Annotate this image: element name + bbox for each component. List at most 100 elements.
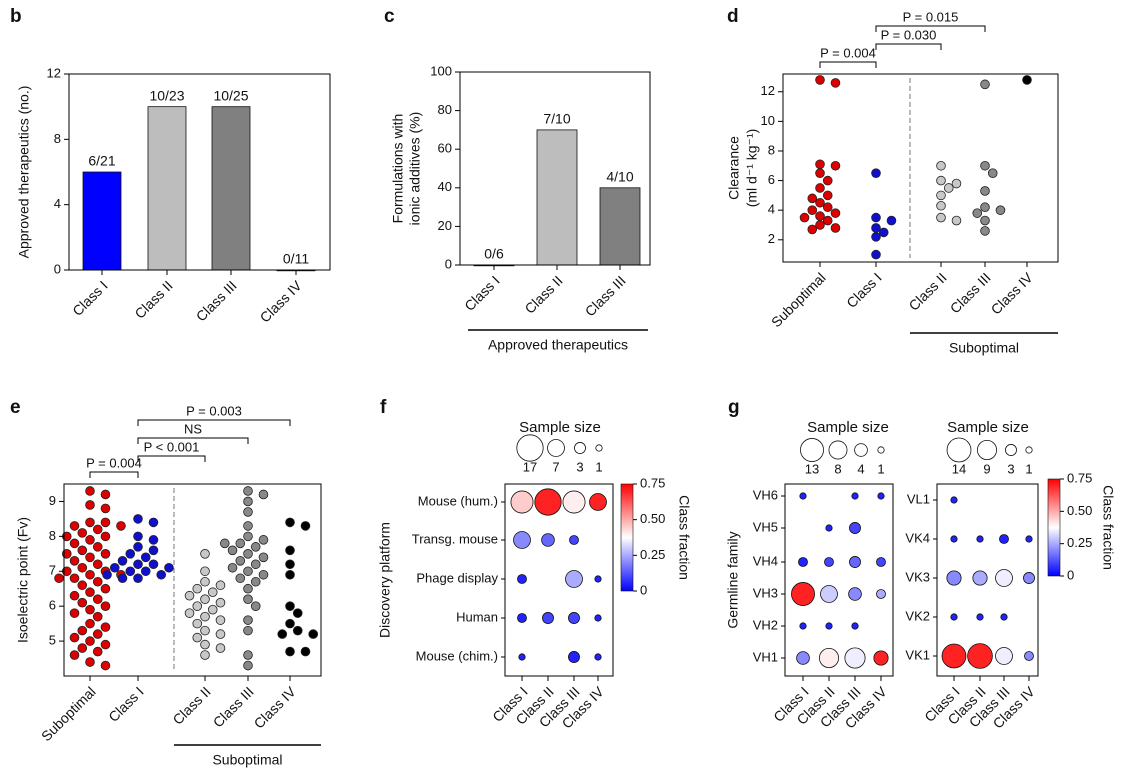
- size-legend-circle: [800, 438, 824, 462]
- data-point: [936, 160, 946, 171]
- row-label: VK3: [905, 569, 930, 584]
- data-point: [100, 503, 111, 514]
- bubble: [799, 492, 807, 500]
- data-point: [822, 202, 833, 213]
- data-point: [972, 208, 983, 218]
- data-point: [100, 601, 111, 611]
- data-point: [77, 597, 88, 608]
- row-label: Phage display: [416, 570, 498, 585]
- panel-label: b: [10, 6, 22, 27]
- group-label: Suboptimal: [212, 752, 282, 768]
- colorbar-tick-label: 0.25: [640, 547, 665, 562]
- data-point: [69, 521, 80, 531]
- data-point: [285, 601, 295, 611]
- data-point: [100, 639, 111, 650]
- data-point: [227, 545, 238, 556]
- x-tick-label: Class III: [582, 272, 629, 319]
- y-tick-label: 2: [768, 231, 775, 246]
- data-point: [258, 569, 269, 580]
- panel-label: d: [727, 6, 739, 27]
- data-point: [102, 569, 112, 580]
- colorbar-tick-label: 0: [640, 582, 647, 597]
- bubble: [950, 613, 958, 621]
- y-tick-label: 12: [761, 83, 775, 98]
- row-label: VH6: [753, 487, 778, 502]
- data-point: [250, 576, 261, 587]
- data-point: [951, 178, 962, 189]
- bubble: [513, 531, 531, 549]
- size-legend-label: 7: [552, 459, 559, 474]
- data-point: [227, 562, 238, 573]
- data-point: [85, 604, 95, 615]
- y-tick-label: 5: [49, 633, 56, 648]
- y-tick-label: 6: [768, 172, 775, 187]
- x-tick-label: Class IV: [988, 269, 1037, 318]
- panel-label: g: [728, 397, 740, 418]
- size-legend-circle: [1005, 444, 1017, 456]
- data-point: [243, 486, 253, 496]
- row-label: VH1: [753, 649, 778, 664]
- colorbar-tick-label: 0.75: [1067, 470, 1092, 485]
- data-point: [243, 615, 253, 625]
- significance-label: P = 0.030: [881, 27, 937, 42]
- value-label: 4/10: [606, 169, 633, 185]
- bubble: [972, 570, 988, 586]
- data-point: [54, 573, 64, 584]
- bubble: [876, 557, 886, 567]
- size-legend-label: 8: [834, 461, 841, 476]
- size-legend-circle: [877, 446, 885, 454]
- data-point: [164, 562, 174, 573]
- colorbar-label: Class fraction: [1100, 485, 1116, 570]
- bar: [82, 171, 122, 271]
- significance-bracket: [875, 43, 942, 50]
- data-point: [92, 646, 103, 657]
- data-point: [250, 601, 261, 611]
- x-tick-label: Class I: [69, 277, 111, 319]
- size-legend-title: Sample size: [807, 419, 889, 436]
- colorbar-label: Class fraction: [676, 495, 692, 580]
- significance-bracket: [137, 455, 206, 462]
- data-point: [85, 535, 95, 545]
- bubble: [568, 612, 580, 624]
- data-point: [822, 215, 833, 226]
- size-legend-title: Sample size: [947, 419, 1029, 436]
- data-point: [980, 202, 990, 213]
- colorbar-tick-label: 0.50: [1067, 503, 1092, 518]
- bubble: [565, 570, 583, 588]
- row-label: VH4: [753, 553, 778, 568]
- colorbar-tick-label: 0.25: [1067, 535, 1092, 550]
- y-axis-label: (ml d⁻¹ kg⁻¹): [744, 129, 760, 208]
- data-point: [100, 660, 111, 671]
- significance-bracket: [137, 437, 249, 444]
- data-point: [277, 629, 288, 639]
- data-point: [936, 212, 946, 223]
- data-point: [980, 215, 990, 226]
- data-point: [184, 590, 195, 601]
- data-point: [207, 604, 218, 615]
- bubble: [542, 612, 554, 624]
- row-label: VK2: [905, 608, 930, 623]
- row-label: VH3: [753, 585, 778, 600]
- y-tick-label: 80: [438, 102, 452, 117]
- data-point: [200, 549, 210, 559]
- data-point: [69, 632, 80, 643]
- data-point: [980, 186, 990, 196]
- data-point: [807, 224, 818, 235]
- y-tick-label: 20: [438, 218, 452, 233]
- data-point: [285, 646, 295, 657]
- panel-label: f: [380, 397, 387, 418]
- plot-frame: [782, 73, 1059, 263]
- data-point: [243, 625, 253, 636]
- data-point: [69, 608, 80, 618]
- data-point: [77, 580, 88, 591]
- colorbar: [1047, 478, 1061, 577]
- bubble: [791, 582, 815, 606]
- size-legend-label: 3: [576, 459, 583, 474]
- bubble: [594, 575, 602, 583]
- plot-frame: [504, 483, 614, 677]
- y-axis-label: Approved therapeutics (no.): [16, 86, 32, 259]
- bubble: [798, 557, 808, 567]
- data-point: [871, 168, 881, 178]
- data-point: [243, 583, 253, 594]
- data-point: [980, 226, 990, 236]
